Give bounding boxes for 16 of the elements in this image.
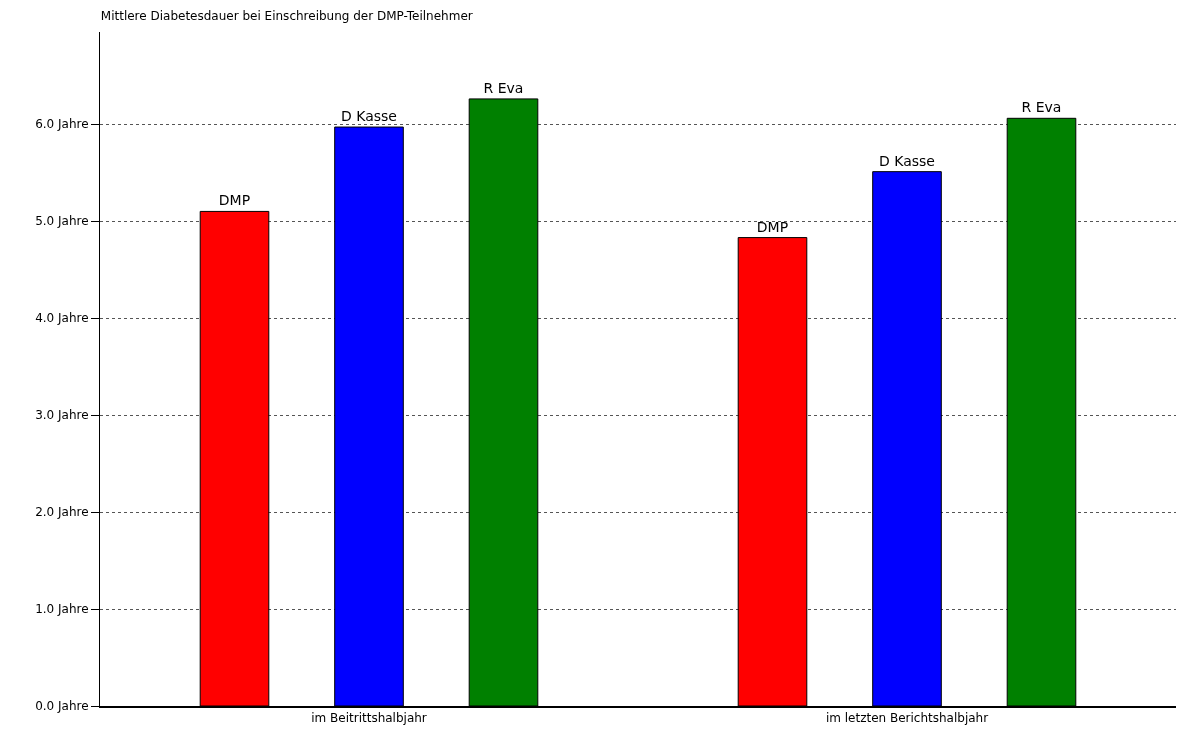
series-label: D Kasse — [341, 108, 397, 125]
y-tick-label: 3.0 Jahre — [35, 408, 89, 423]
text: R Eva — [1021, 99, 1062, 116]
text: D Kasse — [879, 152, 935, 169]
x-tick-label: im letzten Berichtshalbjahr — [825, 711, 989, 726]
y-tick-label: 0.0 Jahre — [35, 699, 89, 714]
y-tick-label: 6.0 Jahre — [35, 117, 89, 132]
series-label: DMP — [218, 192, 251, 209]
y-tick-label: 1.0 Jahre — [35, 602, 89, 617]
y-tick-label: 5.0 Jahre — [35, 214, 89, 229]
y-tick-label: 4.0 Jahre — [35, 311, 89, 326]
series-label: R Eva — [483, 79, 524, 96]
x-tick-label: im Beitrittshalbjahr — [311, 711, 427, 726]
y-tick-label: 2.0 Jahre — [35, 505, 89, 520]
text: DMP — [756, 218, 789, 235]
chart-title: Mittlere Diabetesdauer bei Einschreibung der DMP-Teilnehmer — [100, 8, 473, 23]
